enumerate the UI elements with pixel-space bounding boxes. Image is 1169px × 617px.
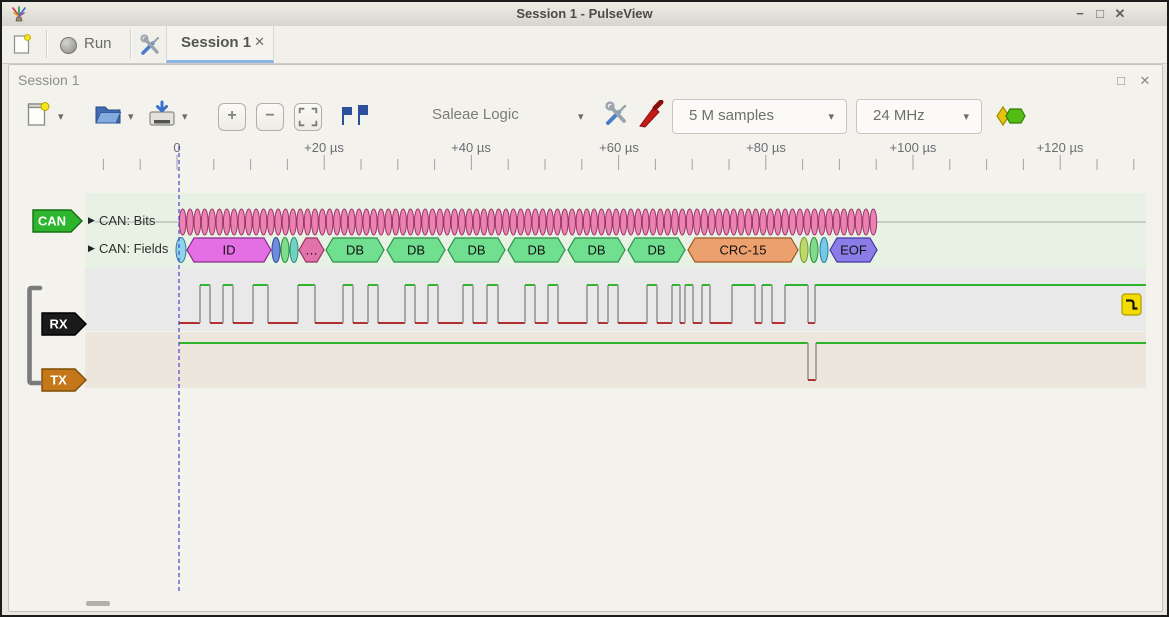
tab-label: Session 1 — [181, 34, 252, 51]
expand-bits-icon[interactable]: ▶ — [88, 215, 95, 225]
close-button[interactable]: ✕ — [1114, 6, 1126, 21]
zoom-fit-button[interactable] — [294, 103, 322, 131]
sample-rate-caret-icon: ▾ — [963, 111, 969, 123]
decoder-row-bits-label[interactable]: CAN: Bits — [99, 213, 156, 228]
open-file-icon[interactable] — [94, 101, 122, 132]
device-config-icon[interactable] — [602, 100, 630, 133]
title-bar[interactable]: Session 1 - PulseView − □ ✕ — [2, 2, 1167, 27]
new-file-icon[interactable] — [26, 100, 50, 133]
new-file-caret-icon[interactable]: ▾ — [58, 111, 64, 123]
sample-count-value: 5 M samples — [689, 107, 775, 124]
sample-count-caret-icon: ▾ — [828, 111, 834, 123]
device-caret-icon[interactable]: ▾ — [578, 111, 584, 123]
trigger-flags-icon[interactable] — [338, 103, 370, 134]
run-state-icon — [60, 37, 77, 54]
sample-rate-value: 24 MHz — [873, 107, 925, 124]
save-file-icon[interactable] — [148, 100, 176, 133]
sample-count-select[interactable]: 5 M samples ▾ — [672, 99, 847, 134]
app-logo-icon — [10, 5, 28, 28]
device-name-label[interactable]: Saleae Logic — [432, 106, 519, 123]
decoder-band — [85, 193, 1146, 268]
decoder-row-fields-label[interactable]: CAN: Fields — [99, 241, 169, 256]
tab-close-icon[interactable]: ✕ — [254, 34, 265, 49]
dock-float-icon[interactable]: □ — [1117, 73, 1125, 88]
decoder-icon[interactable] — [996, 105, 1028, 132]
window-title: Session 1 - PulseView — [516, 6, 653, 21]
dock-title: Session 1 — [18, 72, 80, 88]
rx-band — [85, 268, 1146, 331]
probe-icon[interactable] — [638, 99, 664, 133]
tab-session-1[interactable]: Session 1 ✕ — [166, 26, 274, 63]
zoom-out-button[interactable]: − — [256, 103, 284, 131]
settings-wrench-icon[interactable] — [138, 33, 162, 62]
new-session-icon[interactable] — [13, 33, 31, 60]
dock-close-icon[interactable]: ✕ — [1139, 73, 1151, 88]
save-file-caret-icon[interactable]: ▾ — [182, 111, 188, 123]
maximize-button[interactable]: □ — [1096, 6, 1104, 21]
sample-rate-select[interactable]: 24 MHz ▾ — [856, 99, 982, 134]
toolbar-separator — [130, 30, 131, 58]
main-toolbar: Run Session 1 ✕ — [2, 26, 1167, 64]
tx-band — [85, 332, 1146, 388]
expand-fields-icon[interactable]: ▶ — [88, 243, 95, 253]
minimize-button[interactable]: − — [1076, 6, 1084, 21]
open-file-caret-icon[interactable]: ▾ — [128, 111, 134, 123]
run-button[interactable]: Run — [84, 35, 112, 52]
zoom-in-button[interactable]: + — [218, 103, 246, 131]
toolbar-separator — [46, 30, 47, 58]
horizontal-scrollbar[interactable] — [86, 601, 110, 606]
